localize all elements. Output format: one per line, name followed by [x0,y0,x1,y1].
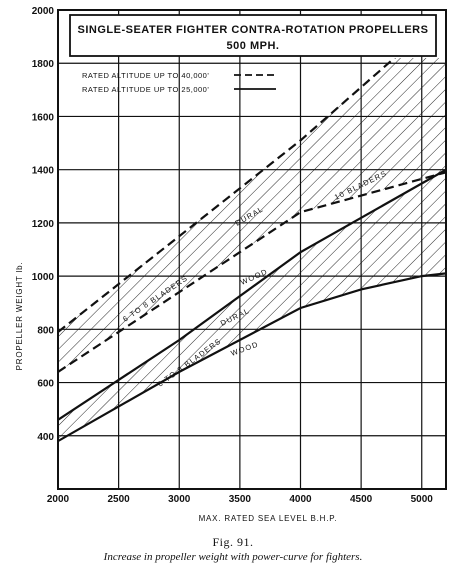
series-lines [58,58,446,443]
chart-subtitle: 500 MPH. [227,40,280,52]
y-tick-label: 1200 [32,219,55,230]
y-tick-label: 1800 [32,59,55,70]
legend-label-dashed: RATED ALTITUDE UP TO 40,000' [82,71,209,80]
series-line-1 [58,171,446,373]
x-tick-label: 3000 [168,494,191,505]
x-tick-label: 4500 [350,494,373,505]
series-line-3 [58,272,446,443]
y-tick-label: 800 [37,325,54,336]
y-tick-label: 400 [37,432,54,443]
series-line-0 [58,58,397,333]
y-tick-label: 1400 [32,166,55,177]
band-25000-ft [58,169,446,442]
x-tick-label: 5000 [411,494,434,505]
y-tick-label: 600 [37,379,54,390]
chart: 2000 2500 3000 3500 4000 4500 5000 400 600 800 100… [15,6,447,523]
tick-labels: 2000 2500 3000 3500 4000 4500 5000 400 600 800 100… [32,6,434,505]
plot-frame [57,9,447,490]
x-tick-label: 4000 [289,494,312,505]
chart-title: SINGLE-SEATER FIGHTER CONTRA-ROTATION PR… [78,24,429,36]
x-axis-label: MAX. RATED SEA LEVEL B.H.P. [199,514,338,523]
y-tick-label: 1600 [32,112,55,123]
shaded-regions [58,58,446,442]
legend-label-solid: RATED ALTITUDE UP TO 25,000' [82,85,209,94]
legend: RATED ALTITUDE UP TO 40,000' RATED ALTIT… [82,71,276,94]
y-tick-label: 1000 [32,272,55,283]
title-box [69,14,437,57]
band-40000-ft [58,58,446,372]
y-axis-label: PROPELLER WEIGHT lb. [15,262,24,371]
figure-number: Fig. 91. [212,535,254,549]
x-tick-label: 2500 [108,494,131,505]
series-line-2 [58,168,446,421]
y-tick-label: 2000 [32,6,55,17]
x-tick-label: 3500 [229,494,252,505]
figure-caption: Increase in propeller weight with power-… [103,551,363,563]
x-tick-label: 2000 [47,494,70,505]
